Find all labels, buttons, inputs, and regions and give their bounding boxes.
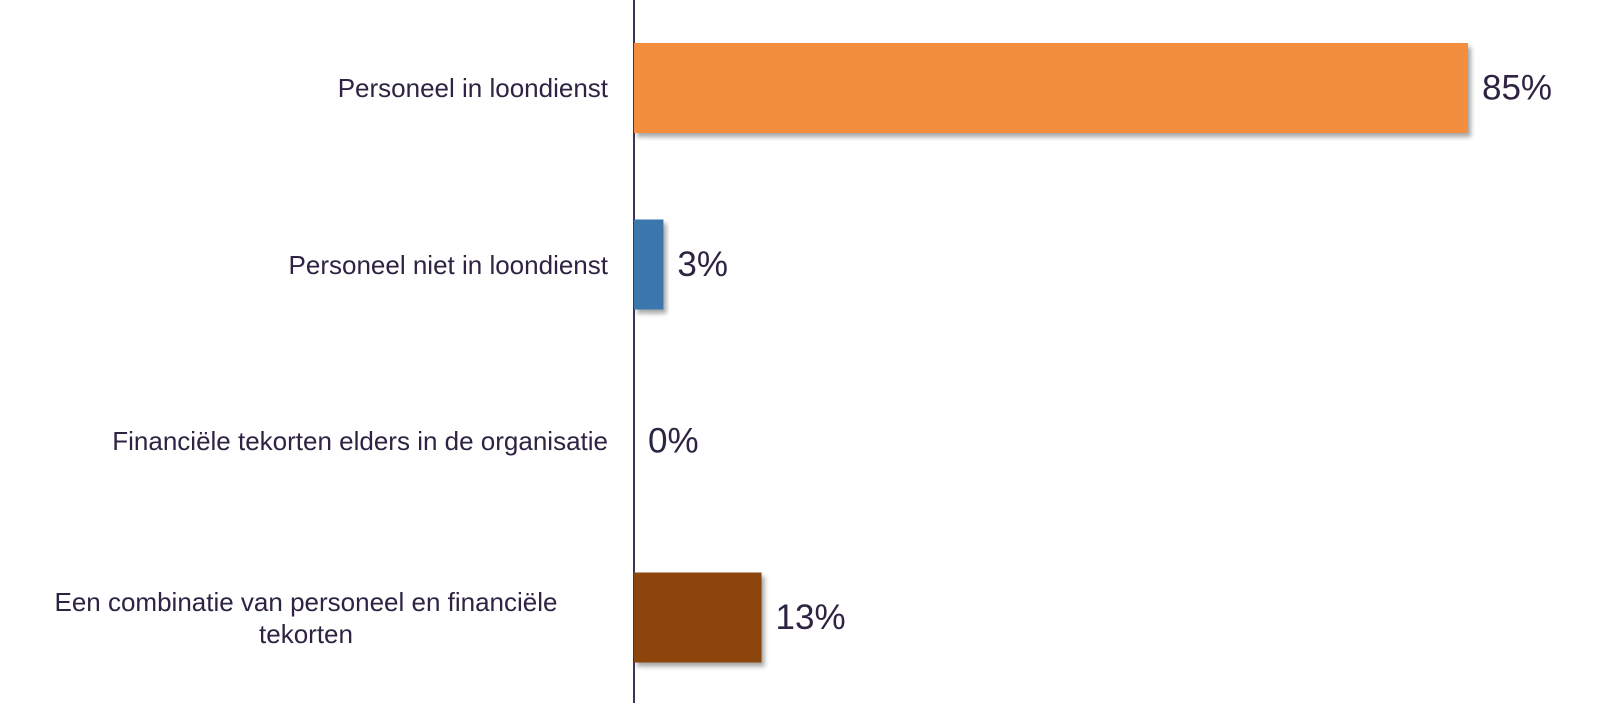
bar: [634, 572, 762, 663]
category-label: Personeel in loondienst: [337, 73, 608, 103]
category-label-box: Financiële tekorten elders in de organis…: [0, 381, 608, 501]
category-label: Een combinatie van personeel en financië…: [54, 586, 558, 649]
category-label-box: Personeel in loondienst: [0, 28, 608, 148]
bar: [634, 43, 1468, 133]
value-label: 0%: [648, 421, 699, 460]
category-label-box: Een combinatie van personeel en financië…: [0, 558, 608, 678]
value-label: 85%: [1482, 68, 1552, 107]
category-label: Financiële tekorten elders in de organis…: [112, 426, 608, 456]
bar: [634, 219, 664, 310]
category-label-box: Personeel niet in loondienst: [0, 205, 608, 325]
category-label: Personeel niet in loondienst: [288, 249, 608, 280]
value-label: 13%: [776, 598, 846, 637]
value-label: 3%: [677, 245, 728, 284]
